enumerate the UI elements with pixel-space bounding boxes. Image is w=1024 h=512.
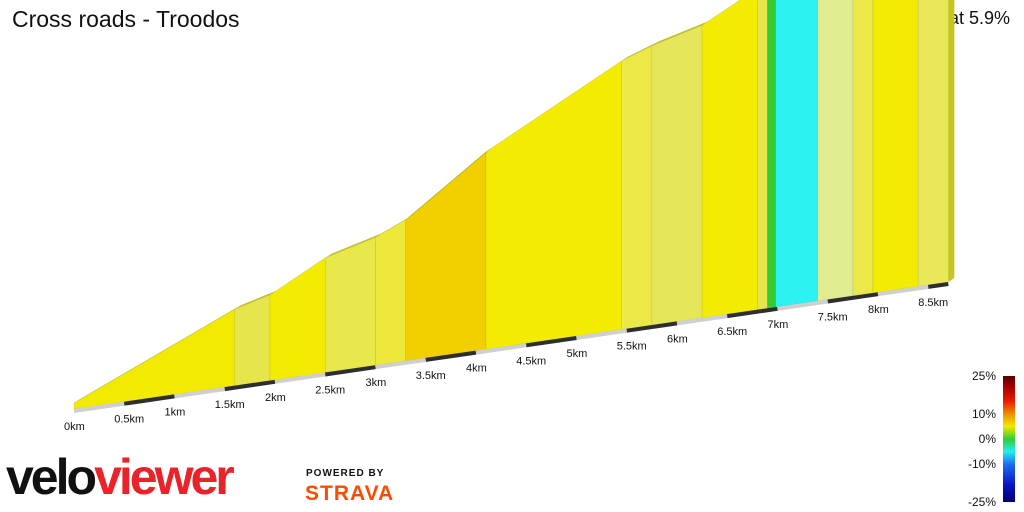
x-tick-label: 2km [265, 392, 286, 404]
chart-title: Cross roads - Troodos [12, 6, 240, 32]
profile-ridge-1 [234, 290, 276, 310]
legend-label: -25% [968, 495, 996, 509]
profile-segment-6 [485, 60, 623, 350]
axis-band-0 [73, 401, 125, 413]
axis-band-14 [777, 299, 829, 311]
axis-band-5 [324, 365, 376, 377]
x-tick-label: 4km [466, 363, 487, 375]
profile-segment-0 [73, 308, 236, 410]
axis-band-9 [525, 336, 577, 348]
x-tick-label: 0km [64, 421, 85, 433]
x-tick-label: 6km [667, 333, 688, 345]
x-tick-label: 5km [567, 348, 588, 360]
profile-end-cap [948, 0, 955, 282]
axis-band-4 [274, 372, 326, 384]
profile-segment-3 [324, 236, 376, 373]
x-tick-label: 0.5km [114, 414, 144, 426]
profile-segment-7 [621, 45, 653, 330]
x-tick-label: 5.5km [617, 341, 647, 353]
axis-band-6 [375, 357, 427, 370]
legend-label: 0% [979, 432, 997, 446]
axis-band-7 [425, 350, 477, 362]
profile-segment-2 [269, 257, 326, 381]
profile-segment-1 [234, 294, 271, 386]
legend-label: 25% [972, 369, 996, 383]
x-tick-label: 7.5km [818, 312, 848, 324]
profile-segment-9 [701, 0, 758, 319]
gradient-colorbar [1003, 376, 1015, 502]
logo-viewer-text: viewer [94, 449, 235, 505]
axis-band-17 [927, 282, 949, 289]
x-tick-label: 3.5km [416, 370, 446, 382]
profile-segment-16 [917, 0, 949, 287]
axis-band-15 [827, 292, 879, 304]
profile-segment-4 [375, 219, 406, 366]
profile-ridge-4 [375, 215, 412, 238]
gradient-legend: 25% 10% 0% -10% -25% [968, 369, 1015, 509]
profile-segments [73, 0, 955, 410]
profile-segment-14 [852, 0, 874, 297]
axis-band-12 [676, 314, 728, 326]
profile-segment-12 [775, 0, 819, 308]
axis-band-8 [475, 343, 527, 355]
profile-ridge-8 [651, 21, 709, 46]
x-tick-label: 8km [868, 304, 889, 316]
legend-label: 10% [972, 407, 996, 421]
profile-ridge-2 [269, 253, 332, 295]
profile-ridge-0 [74, 305, 241, 403]
veloviewer-logo: veloviewer [6, 449, 235, 505]
profile-segment-13 [817, 0, 854, 302]
legend-label: -10% [968, 457, 996, 471]
x-tick-label: 1km [165, 406, 186, 418]
axis-band-1 [123, 394, 175, 406]
profile-segment-8 [651, 24, 703, 326]
logo-velo-text: velo [6, 449, 97, 505]
powered-by-text: POWERED BY [306, 468, 385, 479]
axis-band-10 [576, 328, 628, 340]
profile-ridge-7 [621, 41, 658, 61]
distance-axis: 0km 0.5km 1km 1.5km 2km 2.5km 3km 3.5km 4km 4.5km… [64, 282, 949, 433]
strava-logo: STRAVA [305, 482, 395, 505]
axis-band-11 [626, 321, 678, 333]
profile-ridge-6 [486, 56, 628, 152]
profile-segment-5 [405, 151, 487, 362]
x-tick-label: 2.5km [315, 385, 345, 397]
x-tick-label: 6.5km [717, 326, 747, 338]
axis-band-3 [224, 379, 276, 392]
profile-ridge-9 [702, 0, 740, 26]
profile-segment-15 [872, 0, 919, 294]
x-tick-label: 1.5km [215, 399, 245, 411]
profile-ridge-3 [325, 233, 382, 258]
profile-segment-11 [767, 0, 776, 309]
x-tick-label: 7km [768, 319, 789, 331]
axis-band-13 [726, 306, 778, 319]
profile-segment-10 [757, 0, 768, 311]
x-tick-label: 8.5km [918, 297, 948, 309]
x-tick-label: 4.5km [516, 355, 546, 367]
profile-ridge-5 [405, 147, 493, 220]
axis-band-2 [174, 387, 226, 399]
x-tick-label: 3km [366, 377, 387, 389]
axis-band-16 [877, 284, 929, 297]
